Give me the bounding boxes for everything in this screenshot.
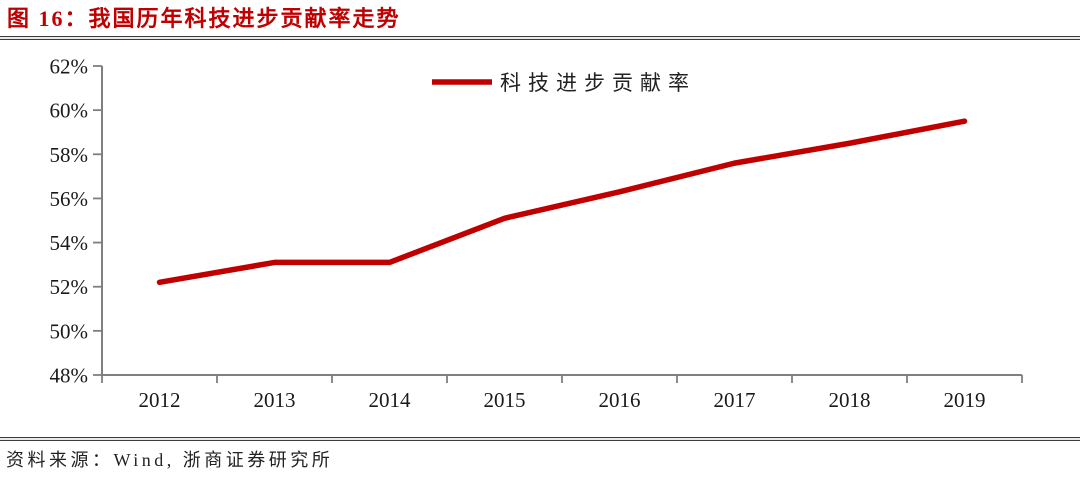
y-axis-label: 52% [50,275,89,299]
y-axis-label: 58% [50,143,89,167]
bottom-divider [0,437,1080,441]
top-divider [0,36,1080,40]
x-axis-label: 2013 [254,388,296,412]
x-axis-label: 2018 [829,388,871,412]
x-axis-label: 2017 [714,388,756,412]
x-axis-label: 2015 [484,388,526,412]
figure-title: 图 16：我国历年科技进步贡献率走势 [7,6,401,31]
x-axis-label: 2014 [369,388,412,412]
x-axis-label: 2016 [599,388,641,412]
y-axis-label: 56% [50,187,89,211]
y-axis-label: 54% [50,231,89,255]
source-note: 资料来源：Wind, 浙商证券研究所 [6,450,334,470]
y-axis-label: 48% [50,364,89,388]
x-axis-label: 2012 [139,388,181,412]
y-axis-label: 50% [50,319,89,343]
line-chart: 48% 50% 52% 54% 56% 58% 60% 62% 2012 2013 2014 2015… [50,55,1023,412]
y-axis-label: 62% [50,55,89,79]
x-axis-label: 2019 [944,388,986,412]
series-line [156,118,968,286]
y-axis-label: 60% [50,99,89,123]
legend-label: 科技进步贡献率 [500,71,696,95]
